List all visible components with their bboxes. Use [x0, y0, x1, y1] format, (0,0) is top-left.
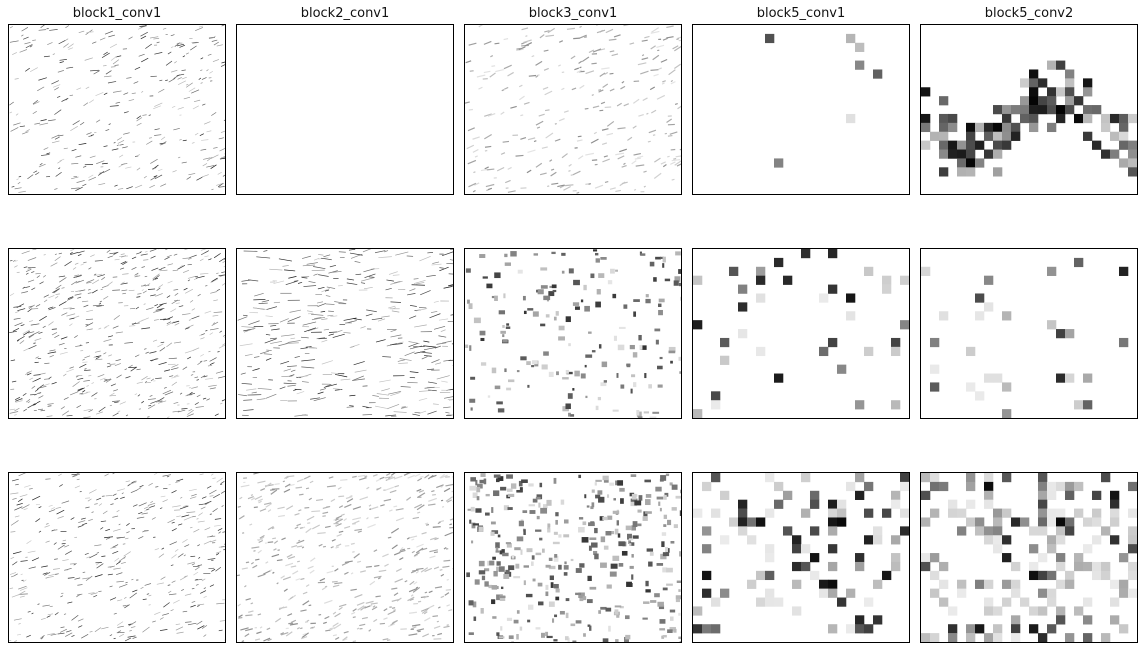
heatmap-block2_conv1-row3 — [237, 473, 453, 642]
column-title-block3_conv1: block3_conv1 — [528, 6, 618, 21]
column-title-block5_conv2: block5_conv2 — [984, 6, 1074, 21]
heatmap-block5_conv2-row2 — [921, 257, 1129, 418]
column-title-block5_conv1: block5_conv1 — [756, 6, 846, 21]
heatmap-block1_conv1-row1 — [9, 25, 225, 193]
heatmap-block3_conv1-row2 — [465, 249, 681, 418]
panel-r1-block3_conv1 — [464, 24, 682, 195]
panel-r2-block3_conv1 — [464, 248, 682, 419]
panel-r1-block1_conv1 — [8, 24, 226, 195]
panel-r2-block1_conv1 — [8, 248, 226, 419]
panel-r2-block2_conv1 — [236, 248, 454, 419]
heatmap-block2_conv1-row1 — [237, 25, 453, 194]
heatmap-block5_conv2-row3 — [921, 473, 1137, 642]
column-title-block2_conv1: block2_conv1 — [300, 6, 390, 21]
panel-r1-block5_conv1 — [692, 24, 910, 195]
panel-r3-block2_conv1 — [236, 472, 454, 643]
heatmap-block2_conv1-row2 — [237, 249, 453, 417]
heatmap-block3_conv1-row1 — [465, 25, 681, 194]
panel-r1-block5_conv2 — [920, 24, 1138, 195]
panel-r2-block5_conv2 — [920, 248, 1138, 419]
heatmap-block5_conv2-row1 — [921, 60, 1137, 177]
panel-r1-block2_conv1 — [236, 24, 454, 195]
heatmap-block1_conv1-row2 — [9, 249, 225, 418]
heatmap-block1_conv1-row3 — [9, 473, 225, 642]
panel-r3-block5_conv1 — [692, 472, 910, 643]
panel-r2-block5_conv1 — [692, 248, 910, 419]
panel-r3-block3_conv1 — [464, 472, 682, 643]
column-title-block1_conv1: block1_conv1 — [72, 6, 162, 21]
heatmap-block5_conv1-row3 — [693, 473, 909, 634]
heatmap-block3_conv1-row3 — [466, 473, 681, 642]
heatmap-block5_conv1-row2 — [693, 249, 909, 418]
heatmap-block5_conv1-row1 — [765, 33, 883, 168]
panel-r3-block5_conv2 — [920, 472, 1138, 643]
panel-r3-block1_conv1 — [8, 472, 226, 643]
